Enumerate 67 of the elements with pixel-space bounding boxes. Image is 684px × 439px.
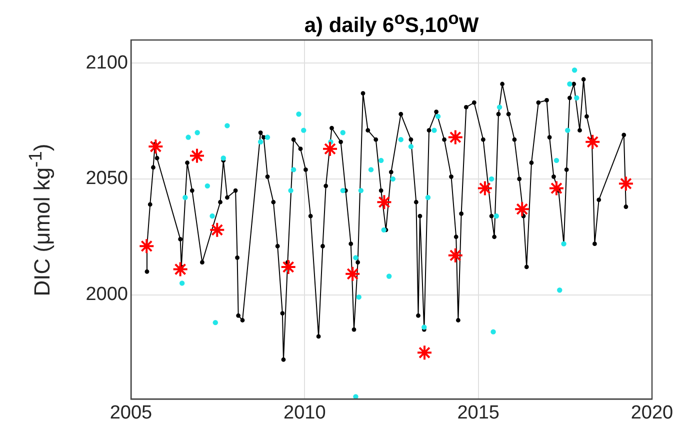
point — [435, 114, 441, 120]
point — [416, 344, 432, 361]
point — [447, 247, 464, 264]
point — [353, 394, 358, 399]
point — [264, 134, 270, 140]
point — [376, 194, 392, 210]
point — [344, 266, 361, 282]
point — [138, 238, 155, 254]
point — [496, 104, 502, 110]
x-tick-label: 2010 — [284, 402, 326, 424]
point — [340, 188, 346, 194]
x-tick-label: 2005 — [110, 402, 152, 424]
point — [220, 156, 226, 161]
point — [209, 222, 226, 238]
point — [210, 213, 215, 219]
point — [476, 180, 493, 196]
y-tick-label: 2000 — [86, 284, 128, 306]
point — [554, 158, 560, 164]
point — [194, 130, 200, 136]
y-tick-label: 2100 — [86, 52, 128, 74]
point — [572, 68, 578, 73]
point — [368, 167, 374, 172]
point — [280, 258, 296, 275]
point — [488, 176, 494, 182]
point — [188, 148, 205, 164]
point — [186, 134, 191, 140]
point — [386, 274, 392, 279]
point — [557, 288, 562, 293]
point — [494, 213, 499, 219]
point — [565, 128, 570, 133]
x-tick-label: 2015 — [457, 402, 500, 424]
point — [148, 138, 164, 155]
point — [301, 128, 306, 133]
point — [182, 194, 188, 200]
point — [353, 255, 358, 260]
point — [288, 188, 294, 194]
point — [378, 158, 384, 164]
point — [358, 188, 364, 194]
point — [381, 227, 386, 233]
point — [490, 329, 496, 334]
point — [514, 201, 530, 218]
point — [574, 95, 580, 101]
point — [212, 320, 218, 326]
point — [290, 167, 296, 172]
point — [447, 129, 464, 146]
point — [567, 81, 572, 87]
point — [340, 130, 346, 136]
x-tick-label: 2020 — [630, 402, 674, 424]
point — [432, 128, 437, 133]
point — [204, 183, 210, 189]
point — [258, 139, 264, 145]
point — [422, 324, 427, 330]
point — [224, 123, 230, 128]
point — [408, 144, 414, 150]
point — [548, 180, 564, 196]
point — [584, 134, 601, 150]
y-tick-label: 2050 — [86, 168, 128, 190]
point — [618, 176, 634, 192]
point — [398, 136, 404, 142]
point — [172, 261, 188, 278]
point — [296, 112, 302, 117]
point — [425, 194, 431, 200]
chart-title: a) daily 6$^{o}$S,10$^{o}$W — [303, 8, 480, 38]
point — [322, 140, 338, 157]
point — [179, 280, 185, 286]
point — [356, 294, 362, 300]
point — [390, 176, 396, 182]
